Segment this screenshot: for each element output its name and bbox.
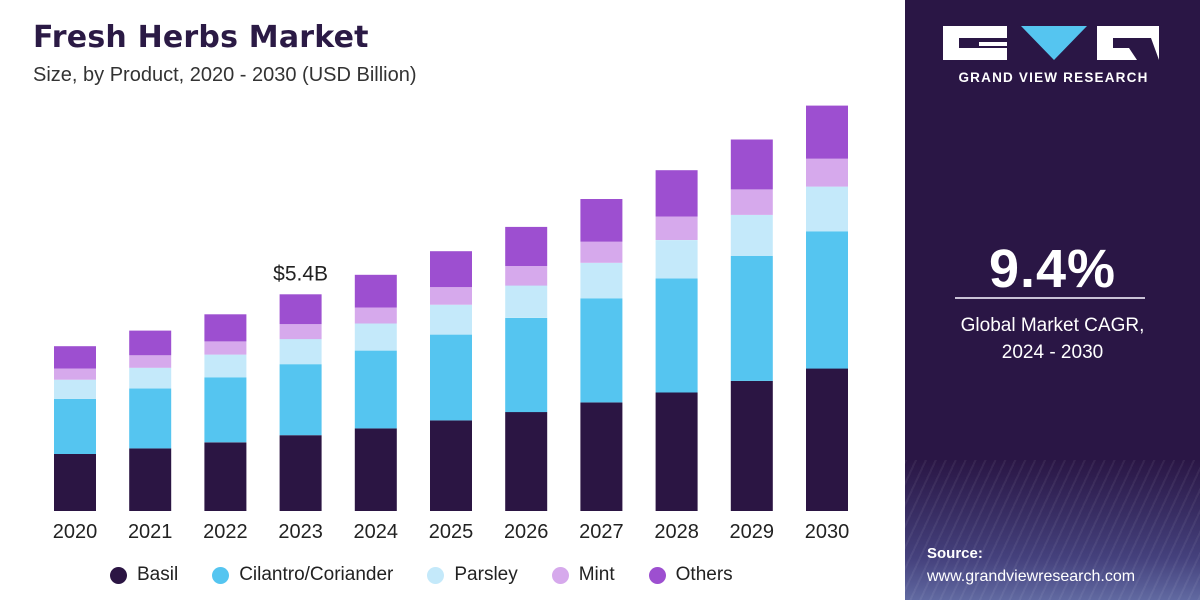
bar-segment-parsley-2024 xyxy=(354,323,397,351)
bar-segment-basil-2024 xyxy=(354,428,397,511)
bar-segment-parsley-2029 xyxy=(730,214,773,256)
chart-title: Fresh Herbs Market xyxy=(33,20,369,55)
bar-segment-mint-2030 xyxy=(806,158,848,187)
bar-segment-mint-2022 xyxy=(204,341,247,355)
x-tick-label: 2029 xyxy=(730,521,775,543)
bar-segment-parsley-2022 xyxy=(204,354,247,378)
legend-item-cilantro-coriander: Cilantro/Coriander xyxy=(212,564,393,586)
legend-item-basil: Basil xyxy=(110,564,178,586)
bar-segment-mint-2025 xyxy=(430,287,472,305)
bar-segment-others-2025 xyxy=(430,251,472,288)
x-tick-label: 2021 xyxy=(128,521,173,543)
legend-item-others: Others xyxy=(648,564,733,586)
legend-swatch xyxy=(551,566,569,584)
bar-segment-mint-2020 xyxy=(54,368,96,380)
cagr-label-line1: Global Market CAGR, xyxy=(960,315,1145,336)
bar-segment-others-2020 xyxy=(54,346,96,369)
x-tick-label: 2028 xyxy=(654,521,699,543)
bar-segment-others-2022 xyxy=(204,314,247,342)
bar-segment-parsley-2023 xyxy=(279,339,322,365)
x-tick-label: 2022 xyxy=(203,521,248,543)
bar-segment-others-2029 xyxy=(730,139,773,190)
bar-segment-cilantro-coriander-2020 xyxy=(54,398,96,454)
bar-segment-parsley-2025 xyxy=(430,304,472,335)
bar-segment-mint-2024 xyxy=(354,307,397,324)
bar-segment-basil-2025 xyxy=(430,420,472,511)
bar-segment-others-2024 xyxy=(354,274,397,308)
bar-segment-basil-2030 xyxy=(806,368,848,511)
legend-item-parsley: Parsley xyxy=(427,564,518,586)
bar-segment-basil-2027 xyxy=(580,402,623,511)
bar-segment-mint-2027 xyxy=(580,241,623,263)
bar-segment-mint-2028 xyxy=(655,216,698,240)
cagr-divider xyxy=(955,297,1145,299)
chart-subtitle: Size, by Product, 2020 - 2030 (USD Billi… xyxy=(33,64,417,86)
bar-segment-cilantro-coriander-2023 xyxy=(279,364,322,436)
legend-swatch xyxy=(212,566,230,584)
legend-swatch xyxy=(427,566,445,584)
bar-segment-others-2027 xyxy=(580,199,623,242)
bar-segment-parsley-2020 xyxy=(54,379,96,399)
bar-segment-basil-2028 xyxy=(655,392,698,511)
cagr-label: Global Market CAGR, 2024 - 2030 xyxy=(905,312,1200,366)
cagr-label-line2: 2024 - 2030 xyxy=(1001,342,1104,363)
bar-segment-parsley-2027 xyxy=(580,262,623,299)
x-tick-label: 2023 xyxy=(278,521,323,543)
legend-label: Basil xyxy=(137,564,179,585)
bar-segment-cilantro-coriander-2027 xyxy=(580,298,623,403)
cagr-value: 9.4% xyxy=(988,239,1117,299)
bar-segment-cilantro-coriander-2028 xyxy=(655,278,698,393)
bar-segment-parsley-2028 xyxy=(655,240,698,279)
bar-segment-basil-2023 xyxy=(279,435,322,511)
bar-segment-mint-2029 xyxy=(730,189,773,215)
bar-segment-others-2023 xyxy=(279,294,322,325)
chart-area: Fresh Herbs Market Size, by Product, 202… xyxy=(33,20,850,590)
brand-panel: GRAND VIEW RESEARCH 9.4% Global Market C… xyxy=(905,0,1200,600)
bar-segment-others-2026 xyxy=(505,226,548,266)
bar-segment-basil-2020 xyxy=(54,453,96,511)
bar-segment-parsley-2021 xyxy=(129,367,172,389)
legend-label: Cilantro/Coriander xyxy=(239,564,394,585)
source-url[interactable]: www.grandviewresearch.com xyxy=(927,568,1136,585)
data-label-annotation: $5.4B xyxy=(273,262,328,285)
bar-segment-others-2030 xyxy=(806,105,848,159)
source-label: Source: xyxy=(927,545,983,562)
bar-segment-mint-2026 xyxy=(505,266,548,286)
bar-segment-mint-2023 xyxy=(279,324,322,340)
logo-text: GRAND VIEW RESEARCH xyxy=(958,70,1149,85)
bar-segment-parsley-2026 xyxy=(505,285,548,318)
legend-label: Others xyxy=(675,564,733,585)
bar-segment-cilantro-coriander-2030 xyxy=(806,231,848,369)
x-tick-label: 2030 xyxy=(805,521,850,543)
x-tick-label: 2024 xyxy=(354,521,399,543)
x-tick-label: 2026 xyxy=(504,521,549,543)
bar-segment-cilantro-coriander-2024 xyxy=(354,350,397,429)
panel-texture xyxy=(905,460,1200,600)
bar-segment-cilantro-coriander-2021 xyxy=(129,388,172,449)
x-tick-label: 2025 xyxy=(429,521,474,543)
legend-swatch xyxy=(648,566,666,584)
legend-label: Mint xyxy=(578,564,615,585)
bar-segment-basil-2021 xyxy=(129,448,172,511)
bar-segment-others-2021 xyxy=(129,330,172,356)
bar-segment-cilantro-coriander-2025 xyxy=(430,334,472,421)
x-tick-label: 2027 xyxy=(579,521,624,543)
x-tick-label: 2020 xyxy=(53,521,98,543)
bar-segment-cilantro-coriander-2029 xyxy=(730,256,773,381)
legend-label: Parsley xyxy=(454,564,518,585)
legend-swatch xyxy=(110,566,127,584)
bar-segment-basil-2026 xyxy=(505,412,548,511)
bar-segment-mint-2021 xyxy=(129,355,172,368)
grand-view-research-logo xyxy=(943,26,1159,60)
chart-legend: Basil Cilantro/Coriander Parsley Mint Others xyxy=(110,560,767,590)
stacked-bar-chart: 2020 2021 2022 2023 $5.4B 2024 2025 2026 2027 202… xyxy=(53,105,850,543)
legend-item-mint: Mint xyxy=(551,564,615,586)
bar-segment-cilantro-coriander-2026 xyxy=(505,317,548,413)
bar-segment-cilantro-coriander-2022 xyxy=(204,377,247,443)
bar-segment-basil-2029 xyxy=(730,380,773,511)
bar-segment-basil-2022 xyxy=(204,442,247,511)
bar-segment-others-2028 xyxy=(655,170,698,217)
bar-segment-parsley-2030 xyxy=(806,186,848,232)
